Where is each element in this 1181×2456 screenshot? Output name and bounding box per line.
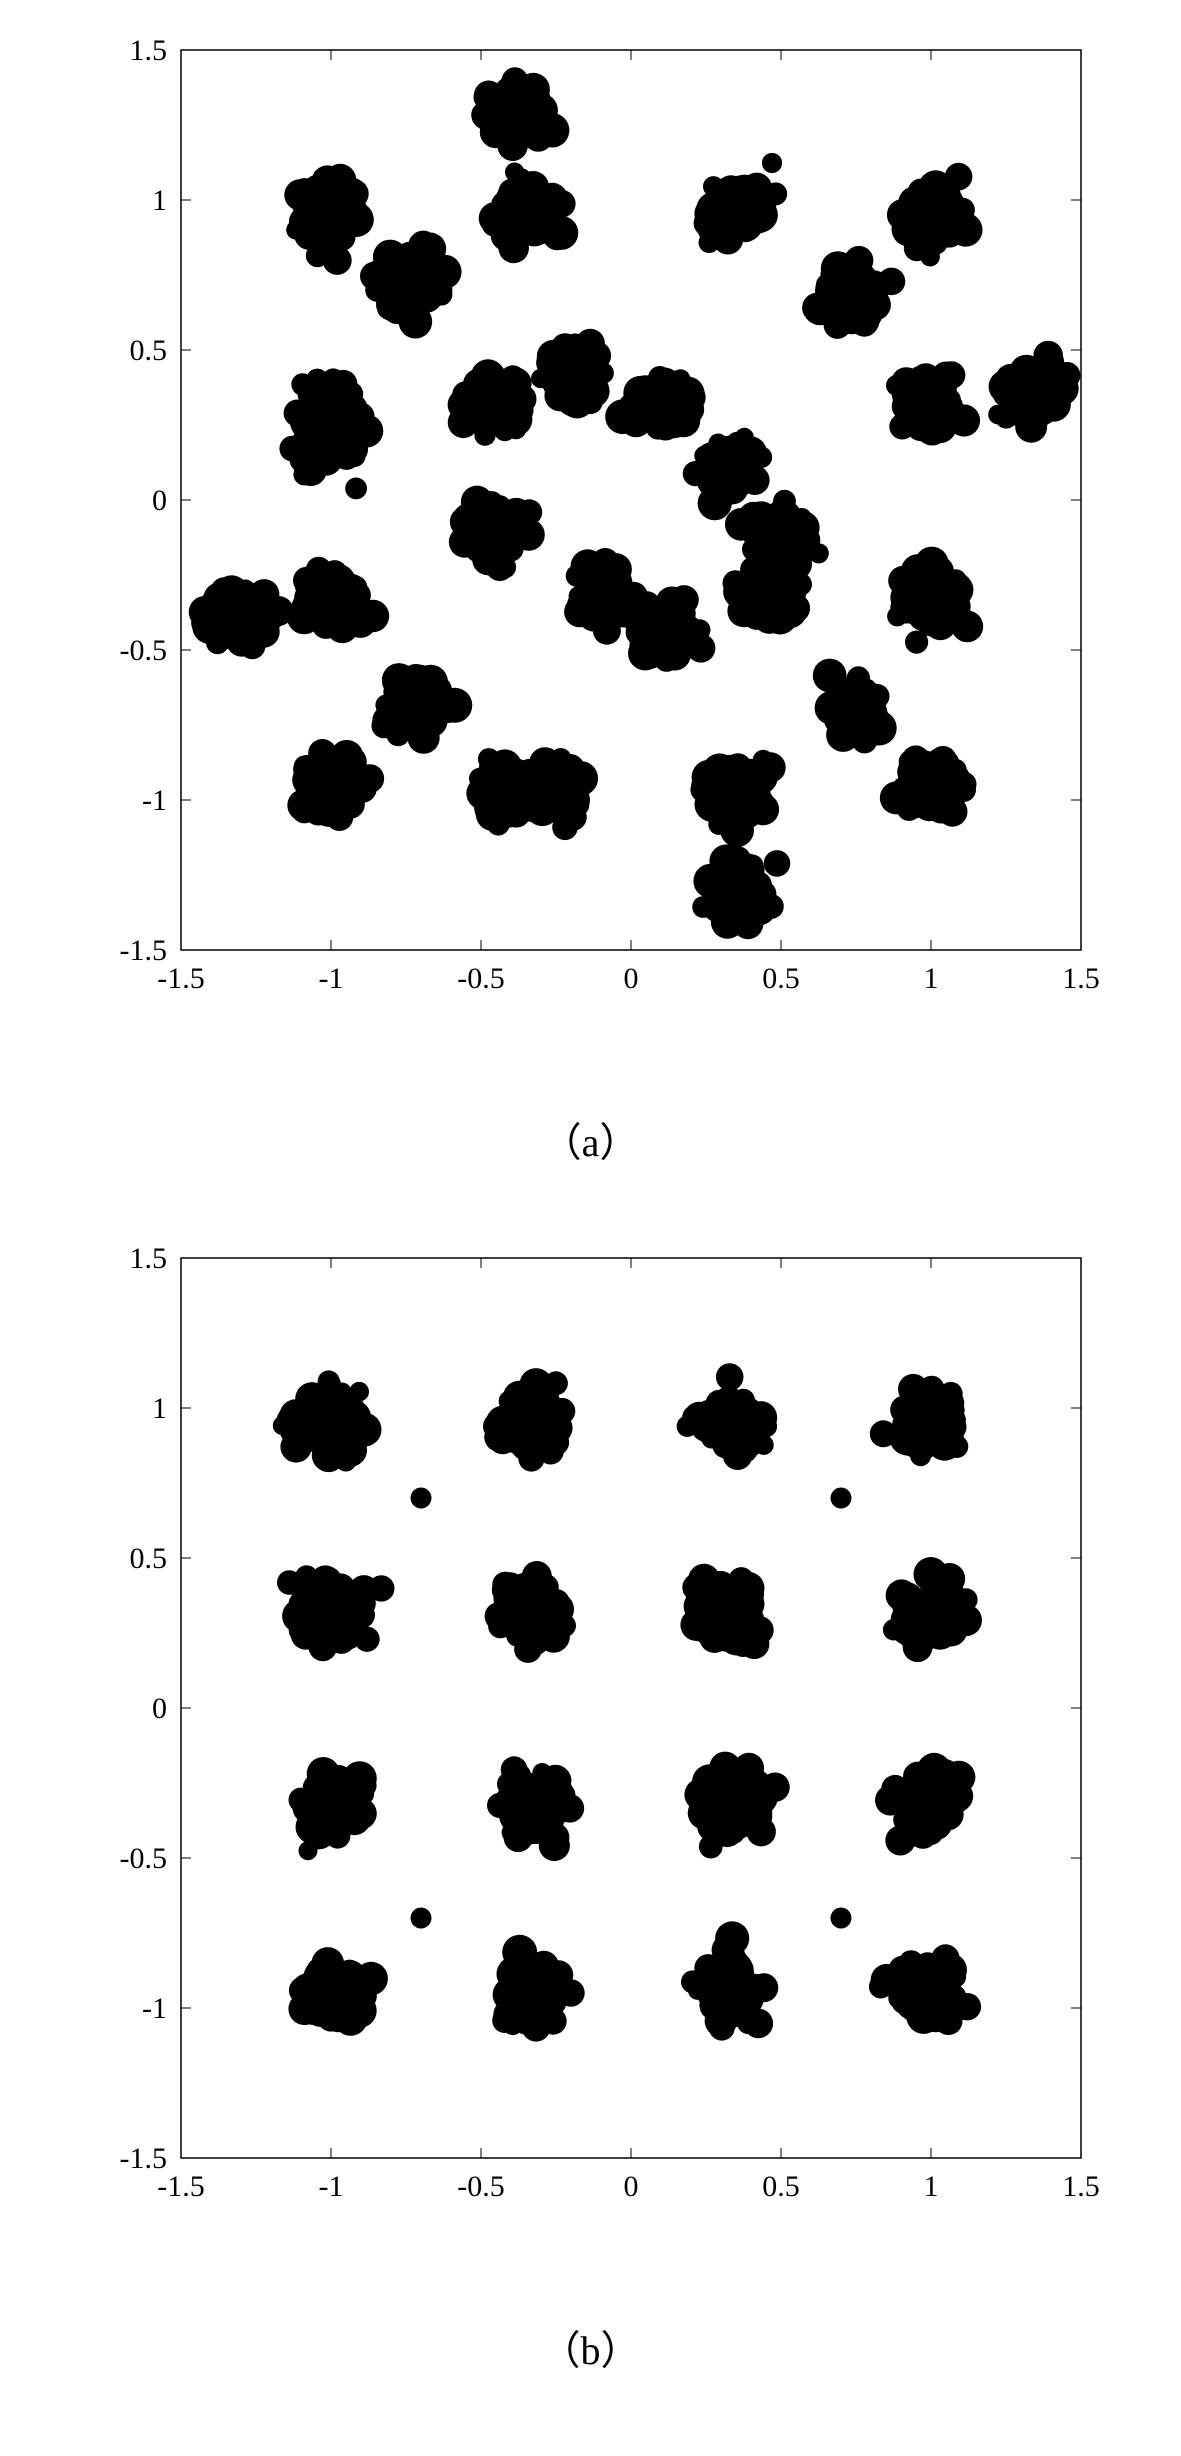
svg-text:-1: -1	[318, 2170, 343, 2203]
caption-b: （b）	[541, 2318, 641, 2376]
svg-text:1.5: 1.5	[1062, 2170, 1100, 2203]
svg-text:0.5: 0.5	[762, 962, 800, 995]
svg-text:0.5: 0.5	[129, 1542, 167, 1575]
svg-text:0: 0	[623, 2170, 638, 2203]
svg-text:-1: -1	[142, 784, 167, 817]
svg-text:0: 0	[152, 1692, 167, 1725]
svg-text:-0.5: -0.5	[119, 634, 167, 667]
svg-text:-0.5: -0.5	[119, 1842, 167, 1875]
plot-a: -1.5-1-0.500.511.5-1.5-1-0.500.511.5	[61, 20, 1121, 1020]
figure-a: -1.5-1-0.500.511.5-1.5-1-0.500.511.5 （a）	[61, 20, 1121, 1168]
plot-b: -1.5-1-0.500.511.5-1.5-1-0.500.511.5	[61, 1228, 1121, 2228]
svg-text:-0.5: -0.5	[457, 962, 505, 995]
svg-text:0.5: 0.5	[129, 334, 167, 367]
svg-text:1: 1	[152, 1392, 167, 1425]
svg-text:-1: -1	[318, 962, 343, 995]
figure-b: -1.5-1-0.500.511.5-1.5-1-0.500.511.5 （b）	[61, 1228, 1121, 2376]
svg-text:1: 1	[923, 962, 938, 995]
svg-text:1: 1	[923, 2170, 938, 2203]
svg-text:-1.5: -1.5	[119, 2142, 167, 2175]
svg-text:0.5: 0.5	[762, 2170, 800, 2203]
svg-text:-0.5: -0.5	[457, 2170, 505, 2203]
svg-text:1: 1	[152, 184, 167, 217]
svg-text:-1.5: -1.5	[119, 934, 167, 967]
svg-text:1.5: 1.5	[129, 1242, 167, 1275]
svg-text:-1: -1	[142, 1992, 167, 2025]
caption-a: （a）	[542, 1110, 640, 1168]
svg-text:1.5: 1.5	[1062, 962, 1100, 995]
svg-text:0: 0	[623, 962, 638, 995]
svg-text:0: 0	[152, 484, 167, 517]
svg-text:1.5: 1.5	[129, 34, 167, 67]
